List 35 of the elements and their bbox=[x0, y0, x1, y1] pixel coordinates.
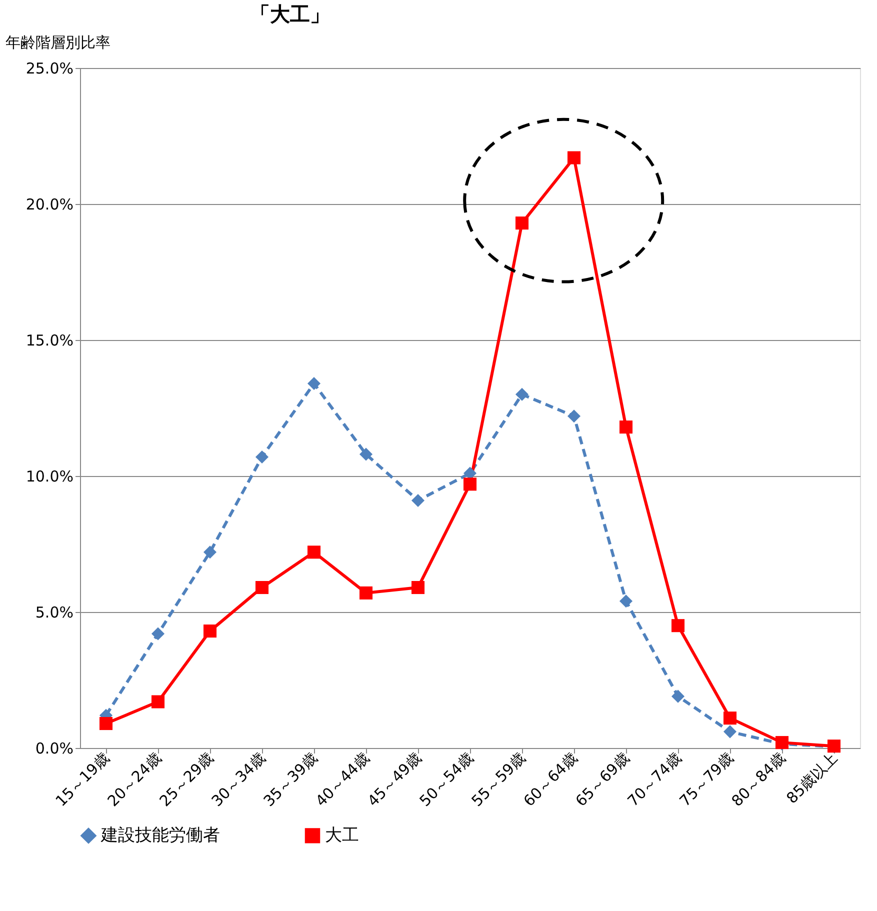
legend-label: 建設技能労働者 bbox=[100, 826, 220, 846]
point bbox=[567, 410, 581, 423]
point bbox=[359, 586, 373, 600]
point bbox=[723, 725, 737, 738]
point bbox=[567, 151, 581, 164]
point bbox=[255, 581, 269, 594]
chart-title: 「大工」 bbox=[250, 2, 330, 26]
y-tick-label: 5.0% bbox=[35, 604, 74, 622]
point bbox=[411, 581, 425, 594]
point bbox=[671, 619, 685, 632]
legend-label: 大工 bbox=[325, 826, 359, 846]
point bbox=[463, 466, 477, 480]
y-tick-label: 0.0% bbox=[35, 740, 74, 758]
point bbox=[151, 627, 165, 640]
point bbox=[203, 624, 217, 638]
point bbox=[99, 717, 113, 730]
point bbox=[307, 377, 321, 390]
y-tick-label: 25.0% bbox=[26, 60, 74, 78]
point bbox=[619, 594, 633, 608]
point bbox=[307, 546, 321, 559]
y-tick-label: 20.0% bbox=[26, 196, 74, 214]
point bbox=[723, 712, 737, 725]
point bbox=[463, 478, 477, 491]
y-tick-label: 15.0% bbox=[26, 332, 74, 350]
y-tick-label: 10.0% bbox=[26, 468, 74, 486]
point bbox=[359, 448, 373, 461]
point bbox=[203, 546, 217, 559]
point bbox=[515, 388, 529, 401]
point bbox=[255, 450, 269, 464]
point bbox=[515, 216, 529, 230]
point bbox=[151, 695, 165, 708]
point bbox=[671, 690, 685, 703]
y-axis-title: 年齢階層別比率 bbox=[6, 34, 110, 52]
point bbox=[619, 420, 633, 434]
point bbox=[411, 494, 425, 507]
